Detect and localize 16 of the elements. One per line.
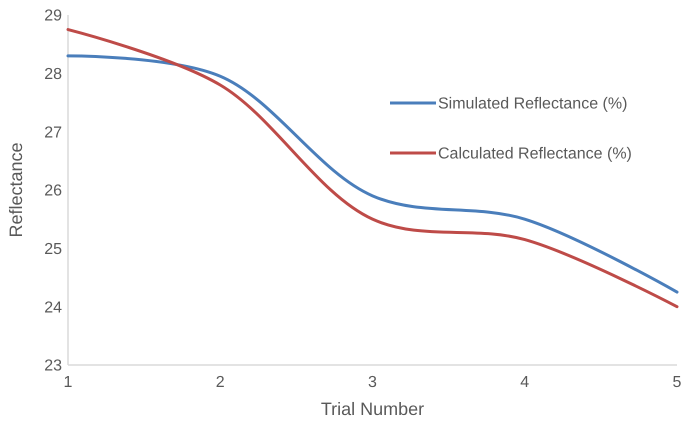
x-tick-label: 2 xyxy=(216,374,225,391)
x-tick-label: 1 xyxy=(64,374,73,391)
legend-label: Simulated Reflectance (%) xyxy=(438,96,628,113)
y-tick-label: 26 xyxy=(44,182,62,200)
x-tick-label: 5 xyxy=(672,374,681,391)
x-axis-title: Trial Number xyxy=(320,399,424,419)
y-tick-label: 29 xyxy=(44,8,62,25)
legend-label: Calculated Reflectance (%) xyxy=(438,146,632,163)
y-tick-label: 25 xyxy=(44,240,62,258)
y-tick-label: 28 xyxy=(44,66,62,83)
y-tick-label: 24 xyxy=(44,299,62,316)
y-axis-title: Reflectance xyxy=(6,142,26,238)
y-tick-label: 27 xyxy=(44,124,62,142)
y-tick-label: 23 xyxy=(44,358,62,375)
x-tick-label: 4 xyxy=(520,374,530,391)
x-tick-label: 3 xyxy=(368,374,378,391)
